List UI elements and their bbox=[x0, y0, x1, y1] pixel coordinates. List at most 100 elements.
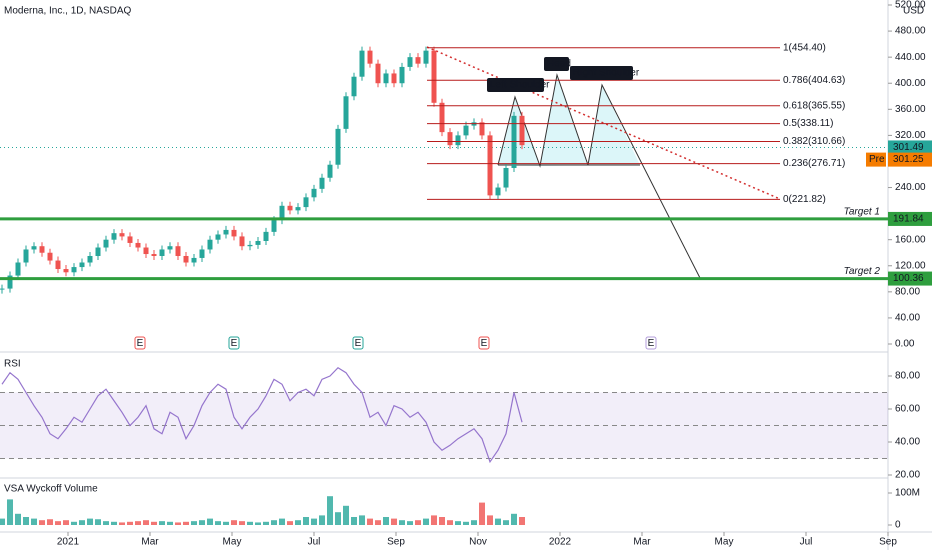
candle bbox=[7, 275, 13, 289]
earnings-marker bbox=[478, 336, 490, 350]
x-tick-label: Sep bbox=[387, 537, 405, 548]
volume-bar bbox=[167, 521, 173, 525]
candle bbox=[415, 57, 421, 64]
volume-bar bbox=[103, 521, 109, 525]
candle bbox=[183, 255, 189, 263]
candle bbox=[375, 63, 381, 84]
candle bbox=[455, 135, 461, 146]
volume-bar bbox=[247, 521, 253, 525]
volume-bar bbox=[503, 520, 509, 525]
x-tick-label: May bbox=[223, 537, 242, 548]
candle bbox=[71, 267, 77, 273]
volume-bar bbox=[143, 520, 149, 525]
y-tick-label: 0.00 bbox=[895, 339, 915, 350]
volume-bar bbox=[463, 521, 469, 525]
x-tick-label: May bbox=[715, 537, 734, 548]
volume-bar bbox=[455, 521, 461, 525]
price-tag-label: 100.36 bbox=[893, 273, 924, 284]
candle bbox=[135, 242, 141, 248]
earnings-marker bbox=[645, 336, 657, 350]
pattern-fill bbox=[540, 75, 588, 166]
price-tag-label: 191.84 bbox=[893, 214, 924, 225]
fib-label: 0.236(276.71) bbox=[783, 158, 845, 169]
y-tick-label: 40.00 bbox=[895, 437, 920, 448]
candle bbox=[279, 205, 285, 221]
candle bbox=[55, 260, 61, 270]
volume-bar bbox=[519, 517, 525, 525]
volume-bar bbox=[431, 515, 437, 525]
candle bbox=[159, 249, 165, 256]
earnings-label: E bbox=[648, 338, 655, 349]
volume-bar bbox=[343, 505, 349, 525]
y-tick-label: 480.00 bbox=[895, 26, 926, 37]
pattern-line bbox=[497, 73, 701, 279]
y-tick-label: 120.00 bbox=[895, 260, 926, 271]
volume-bar bbox=[319, 515, 325, 525]
candle bbox=[463, 125, 469, 136]
volume-bar bbox=[279, 518, 285, 525]
candle bbox=[39, 246, 45, 253]
volume-bar bbox=[111, 521, 117, 525]
candle bbox=[495, 187, 501, 196]
candle bbox=[303, 197, 309, 208]
volume-bar bbox=[191, 521, 197, 525]
currency: USD bbox=[903, 6, 924, 17]
volume-bar bbox=[135, 521, 141, 525]
x-tick-label: Jul bbox=[800, 537, 813, 548]
volume-bar bbox=[31, 518, 37, 525]
candle bbox=[519, 115, 525, 146]
volume-bar bbox=[375, 520, 381, 525]
volume-bar bbox=[223, 521, 229, 525]
pattern-fill bbox=[588, 85, 640, 165]
trend-line bbox=[426, 46, 781, 200]
candle bbox=[311, 188, 317, 198]
candle bbox=[199, 249, 205, 258]
price-tag bbox=[888, 211, 932, 226]
volume-bar bbox=[239, 521, 245, 525]
candle bbox=[175, 246, 181, 256]
volume-bar bbox=[367, 518, 373, 525]
volume-bar bbox=[303, 517, 309, 525]
volume-bar bbox=[415, 520, 421, 525]
pattern-label-box bbox=[544, 57, 569, 71]
y-tick-label: 320.00 bbox=[895, 130, 926, 141]
candle bbox=[351, 76, 357, 97]
volume-bar bbox=[263, 521, 269, 525]
y-tick-label: 360.00 bbox=[895, 104, 926, 115]
earnings-label: E bbox=[355, 338, 362, 349]
price-tag-label: 301.49 bbox=[893, 142, 924, 153]
candle bbox=[15, 262, 21, 276]
candle bbox=[79, 262, 85, 268]
candle bbox=[239, 236, 245, 247]
earnings-marker bbox=[228, 336, 240, 350]
earnings-marker bbox=[134, 336, 146, 350]
volume-bar bbox=[231, 520, 237, 525]
volume-bar bbox=[351, 517, 357, 525]
y-tick-label: 160.00 bbox=[895, 234, 926, 245]
volume-bar bbox=[87, 518, 93, 525]
volume-bar bbox=[295, 520, 301, 525]
volume-bar bbox=[311, 518, 317, 525]
fib-label: 0.618(365.55) bbox=[783, 100, 845, 111]
fib-label: 0.5(338.11) bbox=[783, 118, 833, 129]
earnings-label: E bbox=[481, 338, 488, 349]
candle bbox=[167, 246, 173, 250]
rsi-title: RSI bbox=[4, 359, 21, 370]
volume-bar bbox=[407, 521, 413, 525]
pattern-label: Left Shoulder bbox=[490, 80, 550, 91]
candle bbox=[215, 234, 221, 240]
x-tick-label: 2021 bbox=[57, 537, 80, 548]
y-tick-label: 100M bbox=[895, 488, 920, 499]
earnings-label: E bbox=[137, 338, 144, 349]
x-tick-label: 2022 bbox=[549, 537, 572, 548]
volume-bar bbox=[447, 520, 453, 525]
candle bbox=[423, 50, 429, 64]
earnings-label: E bbox=[231, 338, 238, 349]
candle bbox=[47, 252, 53, 261]
candle bbox=[407, 57, 413, 67]
volume-bar bbox=[255, 522, 261, 525]
volume-bar bbox=[183, 521, 189, 525]
y-tick-label: 520.00 bbox=[895, 0, 926, 11]
volume-bar bbox=[15, 513, 21, 525]
